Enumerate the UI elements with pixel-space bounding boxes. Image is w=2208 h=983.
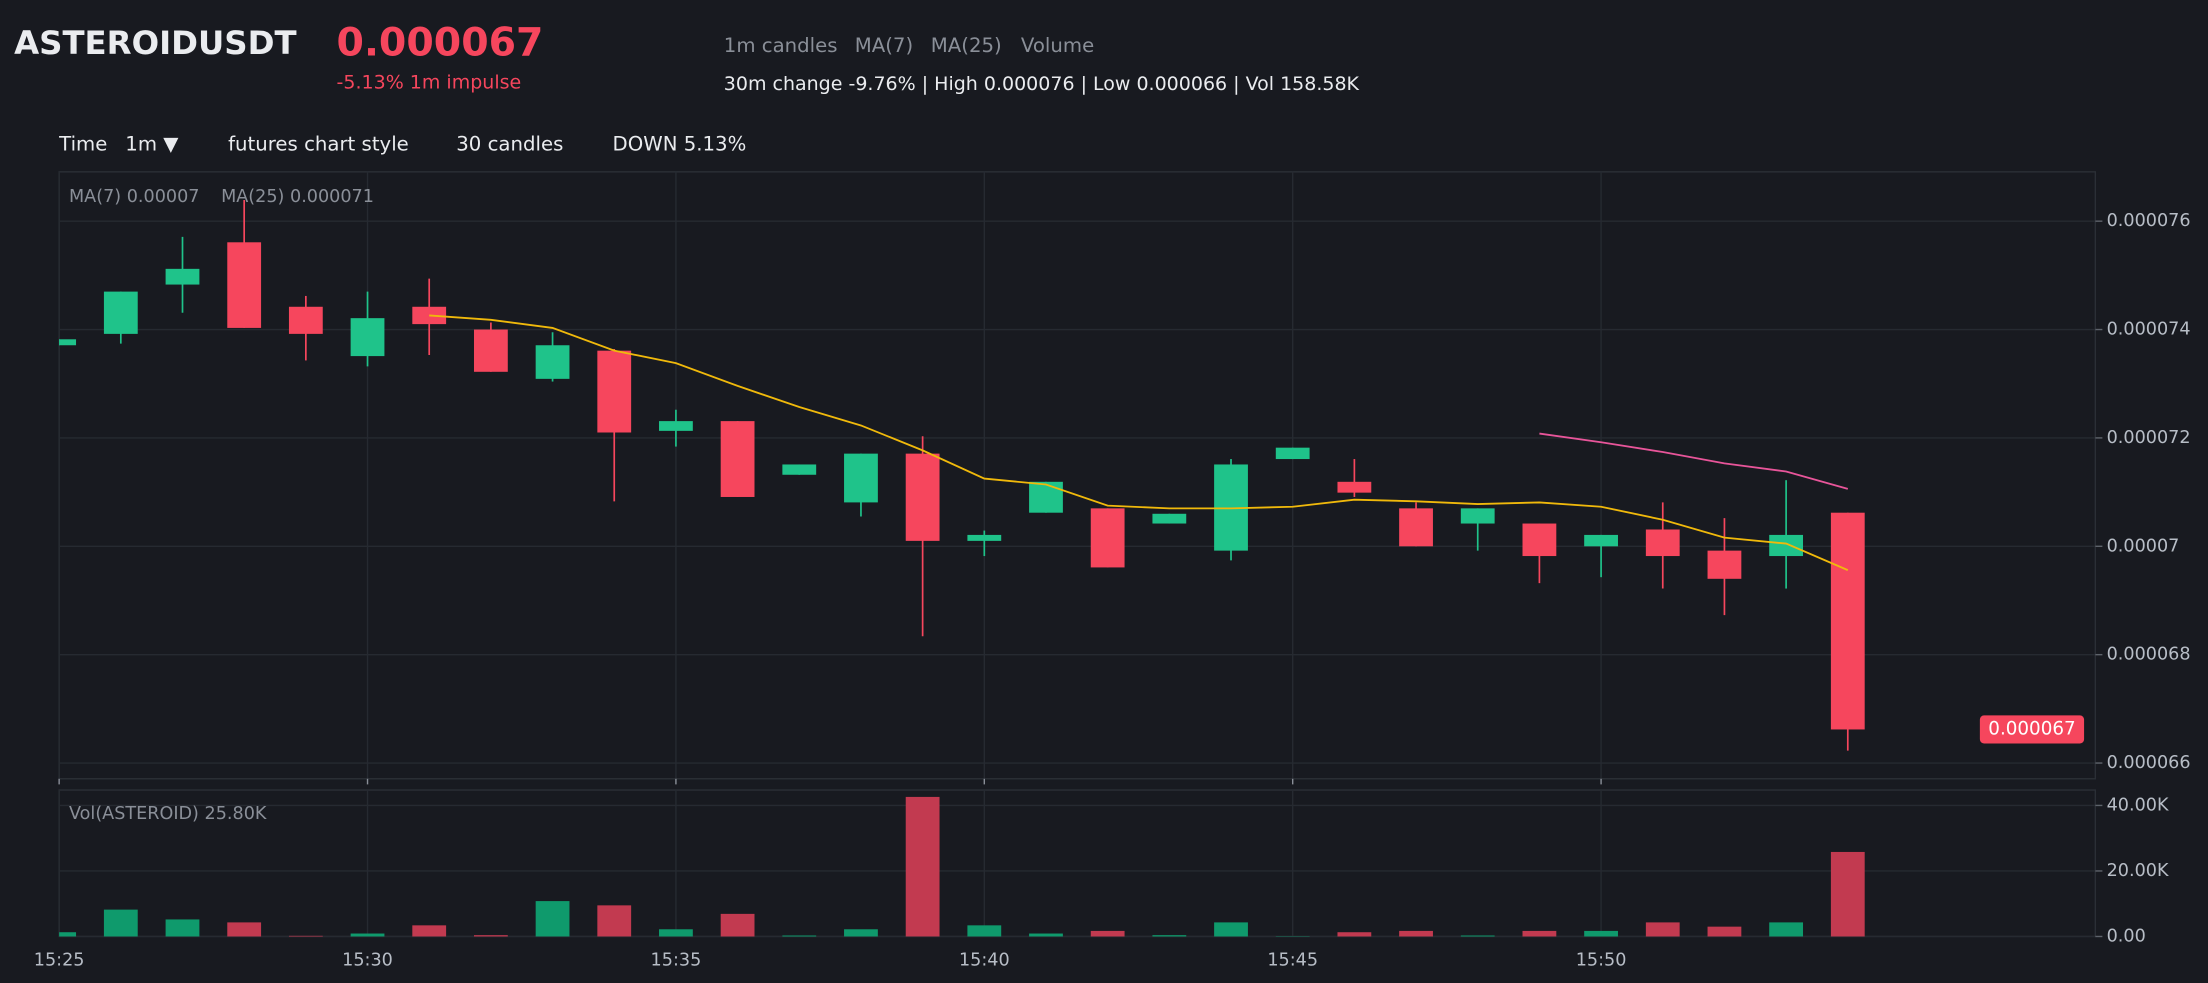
candle-body [1460,508,1495,524]
candle-body [1337,481,1372,493]
volume-bar [720,913,755,937]
candle-body [905,453,940,541]
y-tick-label: 0.00 [2107,926,2146,946]
volume-bar [1769,922,1804,937]
volume-bar [1214,922,1248,937]
volume-bar [1399,930,1433,937]
price-panel [58,171,2097,780]
volume-bar [967,925,1002,937]
ma-line [429,314,1849,571]
volume-bar [905,796,940,937]
ma7-value: MA(7) 0.00007 [69,187,199,207]
candle-body [103,291,138,334]
volume-bar [1645,922,1680,937]
symbol: ASTEROIDUSDT [14,24,297,62]
candle-count[interactable]: 30 candles [456,133,563,156]
x-tick-label: 15:40 [959,950,1010,970]
chart-style[interactable]: futures chart style [228,133,409,156]
volume-bar [535,901,570,937]
legend-ma7: MA(7) [855,34,913,57]
last-price: 0.000067 [337,20,544,66]
candle-body [597,350,632,433]
y-tick-label: 0.000076 [2107,211,2191,231]
volume-bar [473,935,508,937]
candle-body [165,268,200,285]
volume-bar [1522,930,1557,937]
legend-candles: 1m candles [724,34,838,57]
candle-body [659,421,693,431]
candle-body [720,421,755,497]
x-tick-label: 15:35 [651,950,702,970]
summary: 30m change -9.76% | High 0.000076 | Low … [724,73,1360,95]
volume-bar [1460,935,1495,937]
candle-body [350,318,385,357]
volume-value: Vol(ASTEROID) 25.80K [69,804,267,824]
volume-bar [350,933,385,937]
candle-body [1584,534,1618,547]
volume-bar [844,929,878,937]
candle-body [967,534,1002,541]
candle-body [288,306,323,334]
candle-body [844,453,878,503]
candle-body [1769,534,1804,557]
candle-body [1830,512,1865,730]
x-tick-label: 15:45 [1267,950,1318,970]
time-label: Time [58,133,107,156]
candle-body [782,464,817,475]
volume-bar [412,925,447,937]
y-tick-label: 0.000072 [2107,428,2191,448]
volume-bar [227,922,262,937]
legend-volume: Volume [1021,34,1094,57]
interval-select[interactable]: 1m ▼ [125,133,179,156]
volume-bar [1584,930,1618,937]
y-tick-label: 20.00K [2107,861,2169,881]
y-tick-label: 0.00007 [2107,536,2180,556]
x-tick-label: 15:50 [1576,950,1627,970]
candle-body [1090,508,1125,568]
volume-bar [1152,935,1187,937]
volume-bar [288,935,323,937]
volume-bar [782,935,817,937]
y-tick-label: 0.000068 [2107,645,2191,665]
volume-bar [103,909,138,937]
y-tick-label: 0.000066 [2107,753,2191,773]
last-price-label: 0.000067 [1988,718,2075,739]
candle-body [1029,481,1063,513]
candle-body [59,339,77,346]
volume-panel [58,789,2097,938]
candle-body [1275,447,1310,460]
legend-ma25: MA(25) [931,34,1002,57]
volume-bar [1029,933,1063,937]
last-price-tag [1979,715,2085,744]
y-tick-label: 0.000074 [2107,320,2191,340]
volume-bar [165,919,200,937]
volume-bar [597,905,632,937]
candle-body [473,329,508,372]
candle-body [1399,508,1433,547]
direction: DOWN 5.13% [613,133,747,156]
candle-body [1522,523,1557,557]
candle-body [1707,550,1742,579]
candle-body [227,242,262,328]
candle-body [1152,513,1187,524]
volume-bar [1830,851,1865,937]
x-tick-label: 15:30 [342,950,393,970]
volume-bar [1707,926,1742,937]
candle-body [535,345,570,379]
volume-bar [59,932,77,937]
x-tick-label: 15:25 [34,950,85,970]
ma25-value: MA(25) 0.000071 [221,187,374,207]
y-tick-label: 40.00K [2107,795,2169,815]
volume-bar [659,929,693,937]
candle-body [1645,529,1680,557]
ma-line [1539,432,1849,490]
volume-bar [1090,930,1125,937]
impulse: -5.13% 1m impulse [337,72,522,94]
volume-bar [1337,932,1372,937]
